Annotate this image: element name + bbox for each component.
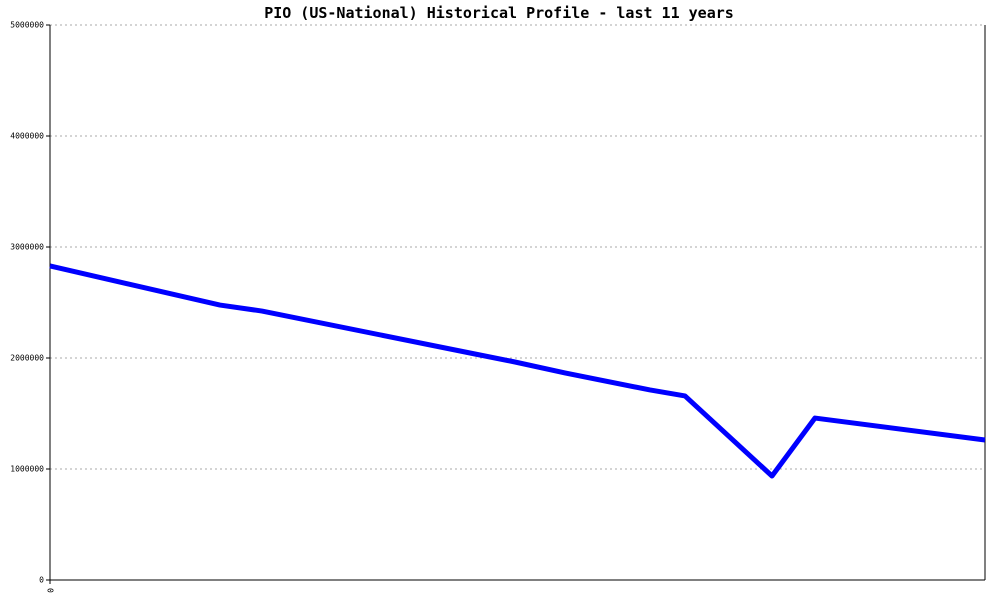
y-tick-label: 0	[39, 576, 44, 585]
y-tick-label: 5000000	[10, 21, 44, 30]
x-tick-label: 0	[46, 588, 55, 593]
y-tick-label: 1000000	[10, 465, 44, 474]
data-line	[49, 263, 986, 479]
chart-title: PIO (US-National) Historical Profile - l…	[264, 4, 734, 22]
y-tick-label: 4000000	[10, 132, 44, 141]
y-tick-label: 2000000	[10, 354, 44, 363]
y-tick-label: 3000000	[10, 243, 44, 252]
